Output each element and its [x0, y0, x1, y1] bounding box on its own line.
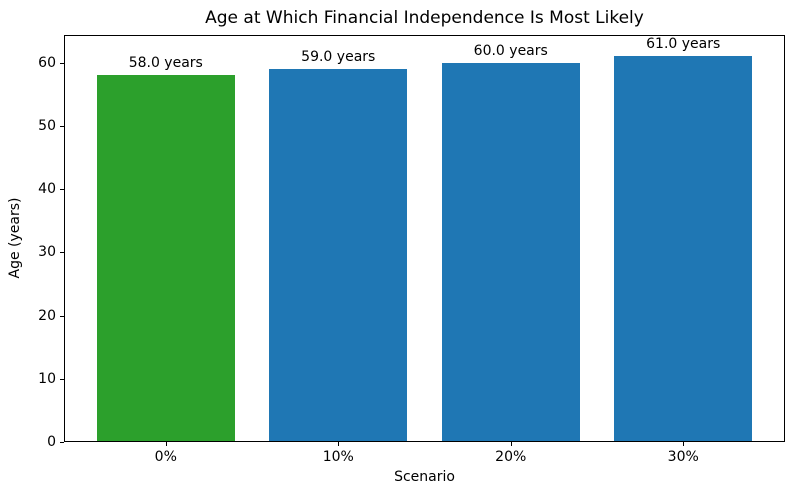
x-tick-label: 10% — [322, 449, 354, 465]
y-tick-mark — [60, 126, 64, 127]
x-tick-mark — [338, 442, 340, 446]
bar-value-label: 59.0 years — [301, 49, 376, 66]
bar-value-label: 60.0 years — [473, 42, 548, 59]
bar — [96, 75, 235, 441]
x-tick-mark — [683, 442, 685, 446]
y-tick-label: 60 — [38, 54, 56, 71]
bar-value-label: 58.0 years — [128, 55, 203, 72]
y-tick-label: 50 — [38, 118, 56, 134]
y-tick-label: 0 — [47, 434, 56, 450]
bar-value-label: 61.0 years — [646, 36, 721, 53]
y-axis-label: Age (years) — [7, 197, 23, 279]
chart-title: Age at Which Financial Independence Is M… — [205, 8, 644, 28]
y-tick-label: 20 — [38, 307, 56, 324]
y-tick-mark — [60, 62, 64, 64]
bar — [441, 62, 580, 441]
x-tick-label: 0% — [154, 449, 177, 465]
x-tick-label: 30% — [667, 449, 699, 465]
y-tick-label: 40 — [38, 181, 56, 198]
x-tick-label: 20% — [495, 449, 527, 465]
y-tick-mark — [60, 252, 64, 254]
bar — [614, 56, 753, 441]
y-tick-mark — [60, 315, 64, 317]
x-axis-label: Scenario — [394, 469, 455, 485]
y-tick-mark — [60, 189, 64, 191]
y-tick-mark — [60, 442, 64, 443]
x-tick-mark — [510, 442, 512, 446]
y-tick-mark — [60, 378, 64, 380]
y-tick-label: 30 — [38, 244, 56, 261]
x-tick-mark — [165, 442, 167, 446]
y-tick-label: 10 — [38, 370, 56, 387]
bar — [269, 69, 408, 441]
